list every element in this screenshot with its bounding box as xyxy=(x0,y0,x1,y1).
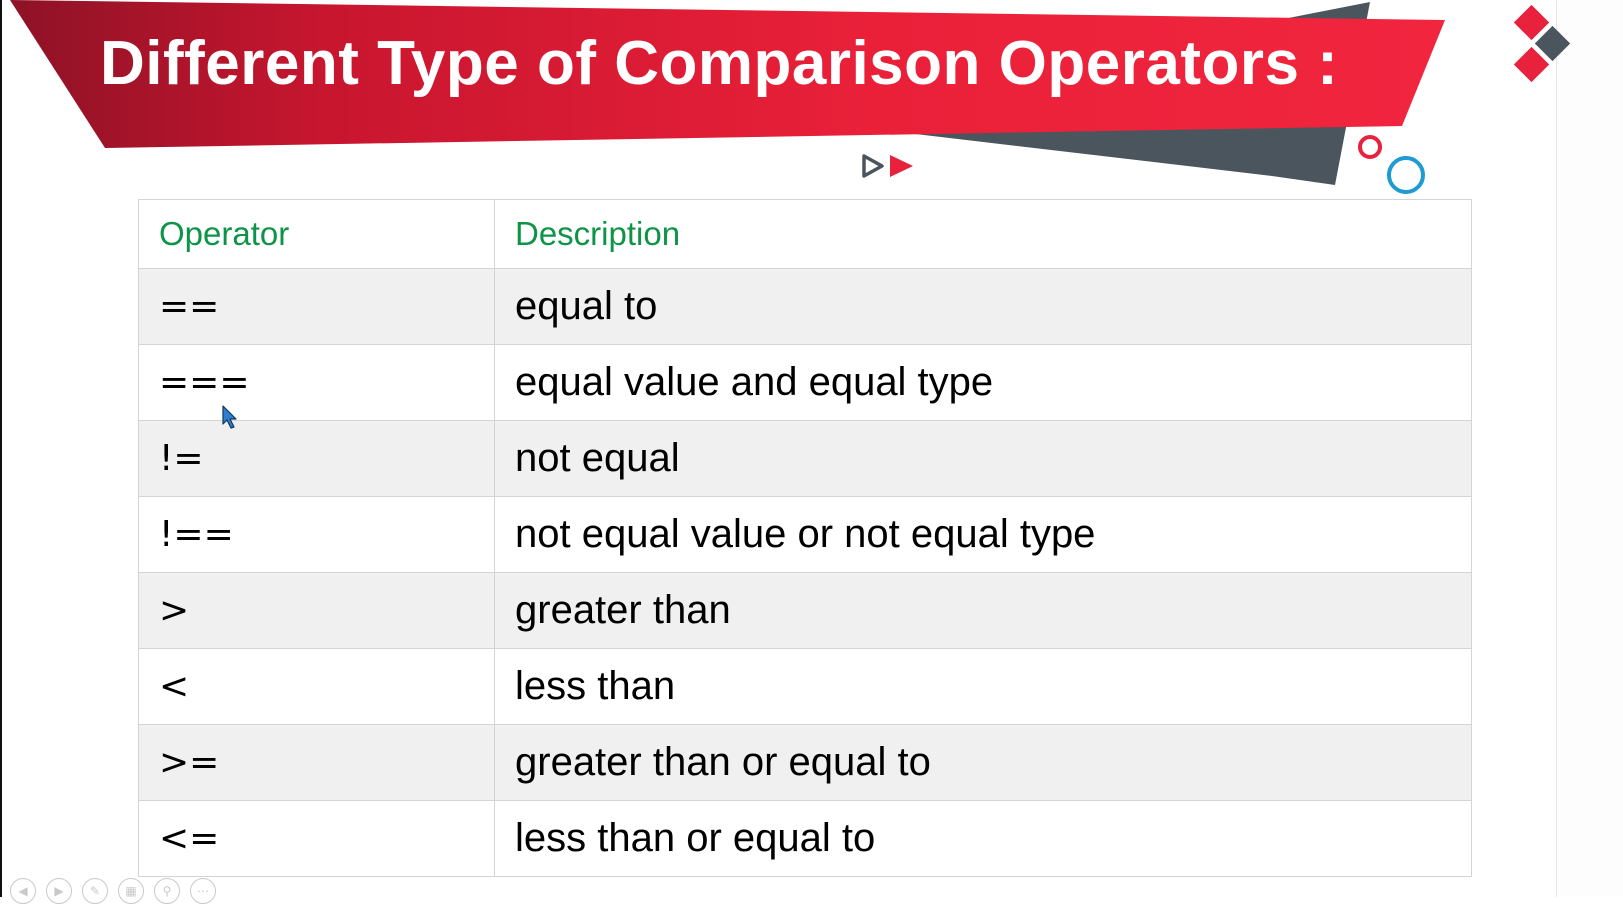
pen-tool-button[interactable]: ✎ xyxy=(82,878,108,904)
operator-cell: < xyxy=(138,648,495,725)
description-cell: not equal xyxy=(494,420,1472,497)
more-options-button[interactable]: ⋯ xyxy=(190,878,216,904)
zoom-icon: ⚲ xyxy=(162,884,172,898)
description-cell: equal value and equal type xyxy=(494,344,1472,421)
description-cell: less than or equal to xyxy=(494,800,1472,877)
table-row: <= less than or equal to xyxy=(138,800,1472,877)
play-outline-icon xyxy=(862,154,884,178)
operator-cell: === xyxy=(138,344,495,421)
table-header-row: Operator Description xyxy=(138,199,1472,269)
pen-icon: ✎ xyxy=(89,884,101,898)
description-cell: less than xyxy=(494,648,1472,725)
play-filled-icon xyxy=(890,155,913,177)
previous-icon: ◀ xyxy=(18,884,28,898)
mouse-cursor-icon xyxy=(222,405,237,429)
banner-red-band xyxy=(10,0,1445,148)
table-row: !== not equal value or not equal type xyxy=(138,496,1472,573)
operator-cell: == xyxy=(138,268,495,345)
title-banner-graphic xyxy=(10,0,1571,194)
table-row: === equal value and equal type xyxy=(138,344,1472,421)
operator-cell: <= xyxy=(138,800,495,877)
small-red-circle xyxy=(1358,135,1382,159)
table-row: < less than xyxy=(138,648,1472,725)
blue-circle xyxy=(1387,156,1425,194)
previous-slide-button[interactable]: ◀ xyxy=(10,878,36,904)
operator-cell: !== xyxy=(138,496,495,573)
description-cell: not equal value or not equal type xyxy=(494,496,1472,573)
next-icon: ▶ xyxy=(54,884,64,898)
table-row: != not equal xyxy=(138,420,1472,497)
operator-column-header: Operator xyxy=(138,199,495,269)
see-all-slides-button[interactable]: ▦ xyxy=(118,878,144,904)
slide-title: Different Type of Comparison Operators : xyxy=(100,29,1339,98)
description-column-header: Description xyxy=(494,199,1472,269)
more-icon: ⋯ xyxy=(197,884,209,898)
operator-cell: > xyxy=(138,572,495,649)
window-right-margin xyxy=(1556,0,1623,897)
next-slide-button[interactable]: ▶ xyxy=(46,878,72,904)
description-cell: equal to xyxy=(494,268,1472,345)
window-left-edge xyxy=(0,0,2,897)
table-row: > greater than xyxy=(138,572,1472,649)
comparison-operators-table: Operator Description == equal to === equ… xyxy=(138,199,1472,877)
slides-icon: ▦ xyxy=(125,884,137,898)
table-row: >= greater than or equal to xyxy=(138,724,1472,801)
description-cell: greater than xyxy=(494,572,1472,649)
presentation-toolbar: ◀ ▶ ✎ ▦ ⚲ ⋯ xyxy=(10,878,216,904)
table-row: == equal to xyxy=(138,268,1472,345)
zoom-button[interactable]: ⚲ xyxy=(154,878,180,904)
operator-cell: != xyxy=(138,420,495,497)
description-cell: greater than or equal to xyxy=(494,724,1472,801)
operator-cell: >= xyxy=(138,724,495,801)
